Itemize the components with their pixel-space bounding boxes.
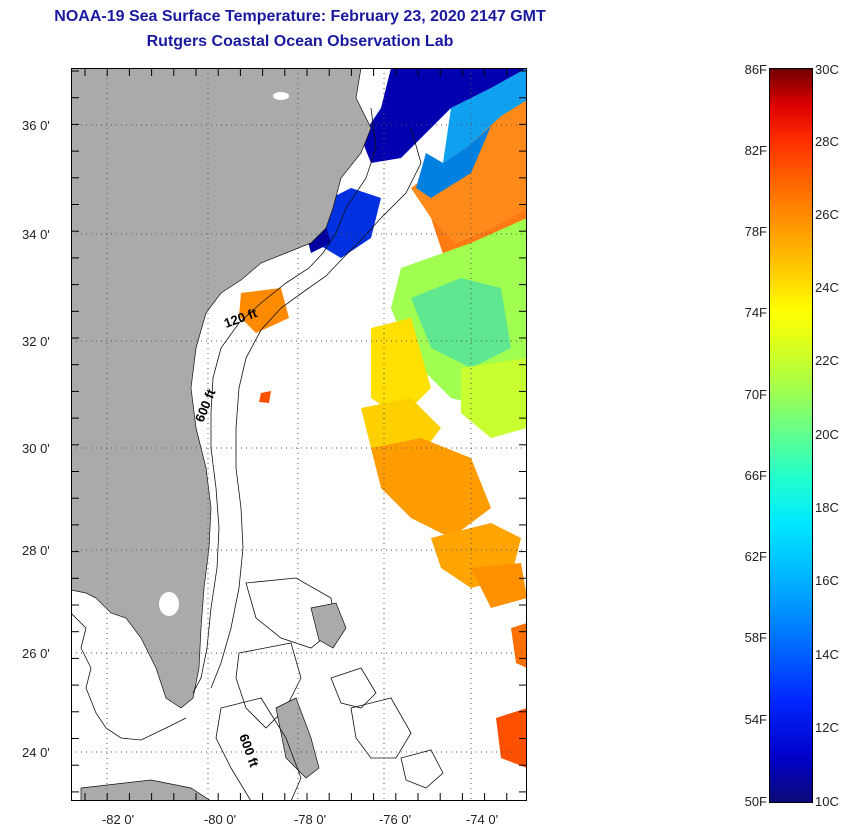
colorbar-f-74: 74F: [744, 305, 767, 320]
lon-label-82: -82 0': [101, 812, 135, 827]
lat-label-24: 24 0': [22, 745, 50, 760]
lat-label-26: 26 0': [22, 646, 50, 661]
map-subtitle: Rutgers Coastal Ocean Observation Lab: [146, 33, 454, 50]
colorbar-c-26: 26C: [815, 207, 839, 222]
lat-label-28: 28 0': [22, 543, 50, 558]
temperature-colorbar: [769, 68, 813, 803]
sst-offshore-green: [361, 218, 527, 468]
colorbar-c-22: 22C: [815, 353, 839, 368]
colorbar-f-54: 54F: [744, 712, 767, 727]
sst-map: 120 ft 600 ft 600 ft: [71, 68, 527, 801]
depth-contours: [71, 107, 422, 741]
lat-label-34: 34 0': [22, 227, 50, 242]
map-title: NOAA-19 Sea Surface Temperature: Februar…: [54, 8, 546, 25]
lakes: [159, 92, 289, 616]
colorbar-f-78: 78F: [744, 224, 767, 239]
colorbar-f-50: 50F: [744, 794, 767, 809]
colorbar-f-86: 86F: [744, 62, 767, 77]
colorbar-c-20: 20C: [815, 427, 839, 442]
lon-label-76: -76 0': [378, 812, 412, 827]
sst-orange-patches: [239, 288, 527, 768]
lon-label-74: -74 0': [465, 812, 499, 827]
colorbar-c-18: 18C: [815, 500, 839, 515]
colorbar-c-12: 12C: [815, 720, 839, 735]
lon-label-80: -80 0': [203, 812, 237, 827]
lat-label-32: 32 0': [22, 334, 50, 349]
lat-label-36: 36 0': [22, 118, 50, 133]
colorbar-f-70: 70F: [744, 387, 767, 402]
map-ticks: [71, 68, 527, 801]
map-border: [71, 68, 527, 801]
colorbar-f-66: 66F: [744, 468, 767, 483]
colorbar-c-16: 16C: [815, 573, 839, 588]
lon-label-78: -78 0': [293, 812, 327, 827]
lat-lon-grid: [71, 68, 527, 801]
colorbar-c-28: 28C: [815, 134, 839, 149]
colorbar-f-62: 62F: [744, 549, 767, 564]
colorbar-c-30: 30C: [815, 62, 839, 77]
colorbar-c-24: 24C: [815, 280, 839, 295]
colorbar-f-82: 82F: [744, 143, 767, 158]
colorbar-f-58: 58F: [744, 630, 767, 645]
colorbar-c-14: 14C: [815, 647, 839, 662]
lat-label-30: 30 0': [22, 441, 50, 456]
sst-map-canvas: 120 ft 600 ft 600 ft: [71, 68, 527, 801]
colorbar-c-10: 10C: [815, 794, 839, 809]
